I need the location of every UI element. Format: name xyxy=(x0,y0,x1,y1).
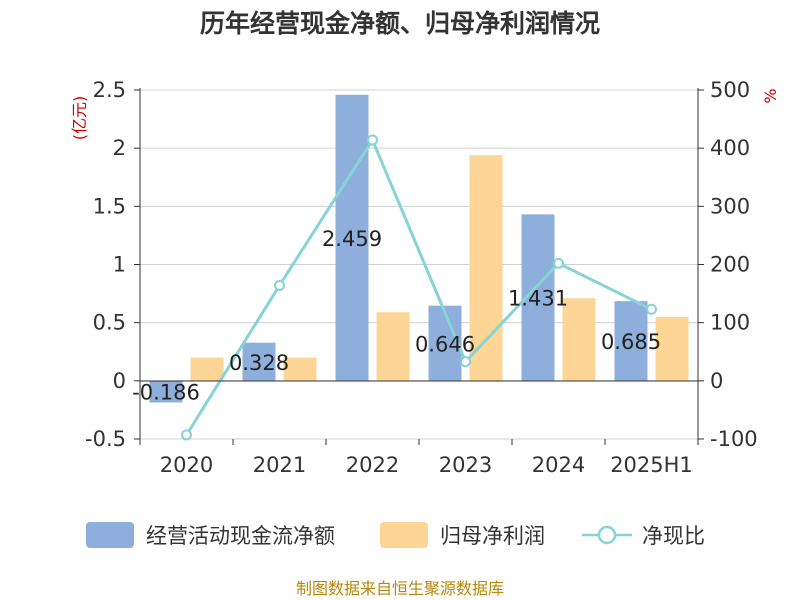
data-label-cashflow: 1.431 xyxy=(508,287,568,311)
left-axis-ticks: 2.5 2 1.5 1 0.5 0 -0.5 xyxy=(85,78,140,451)
x-tick-label: 2025H1 xyxy=(610,453,693,477)
right-tick-label: 500 xyxy=(710,78,750,102)
data-label-cashflow: 2.459 xyxy=(322,227,382,251)
right-tick-label: -100 xyxy=(710,427,758,451)
x-tick-label: 2021 xyxy=(253,453,306,477)
x-axis-ticks: 2020 2021 2022 2023 2024 2025H1 xyxy=(139,439,699,477)
ratio-line xyxy=(185,136,653,436)
legend-marker-ratio xyxy=(597,525,617,545)
data-source-note: 制图数据来自恒生聚源数据库 xyxy=(296,579,504,598)
data-label-cashflow: 0.328 xyxy=(229,351,289,375)
bar-netprofit xyxy=(562,298,596,381)
right-axis-ticks: 500 400 300 200 100 0 -100 xyxy=(698,78,758,451)
ratio-point xyxy=(367,134,378,146)
right-tick-label: 400 xyxy=(710,136,750,160)
legend-label-cashflow: 经营活动现金流净额 xyxy=(146,524,335,548)
left-tick-label: 0 xyxy=(113,369,126,393)
left-tick-label: -0.5 xyxy=(85,427,126,451)
bar-series xyxy=(149,94,689,403)
bar-netprofit xyxy=(469,155,503,381)
right-tick-label: 0 xyxy=(710,369,723,393)
right-tick-label: 300 xyxy=(710,194,750,218)
x-tick-label: 2022 xyxy=(346,453,399,477)
legend-item-netprofit[interactable]: 归母净利润 xyxy=(380,522,545,548)
legend-item-ratio[interactable]: 净现比 xyxy=(582,524,705,548)
bar-cashflow xyxy=(242,342,276,381)
ratio-point xyxy=(646,303,657,315)
data-label-cashflow: 0.685 xyxy=(601,330,661,354)
left-tick-label: 2.5 xyxy=(93,78,126,102)
legend-swatch-cashflow xyxy=(86,522,134,548)
left-axis-unit: (亿元) xyxy=(70,96,89,141)
bar-cashflow xyxy=(149,380,183,403)
legend: 经营活动现金流净额 归母净利润 净现比 xyxy=(86,522,705,548)
data-label-cashflow: 0.646 xyxy=(415,332,475,356)
legend-label-ratio: 净现比 xyxy=(642,524,705,548)
bar-cashflow xyxy=(335,94,369,381)
bar-netprofit xyxy=(376,312,410,381)
grid-lines xyxy=(140,89,698,440)
right-tick-label: 200 xyxy=(710,253,750,277)
left-tick-label: 0.5 xyxy=(93,311,126,335)
legend-label-netprofit: 归母净利润 xyxy=(440,524,545,548)
left-tick-label: 1 xyxy=(113,253,126,277)
legend-swatch-netprofit xyxy=(380,522,428,548)
ratio-point xyxy=(460,356,471,368)
ratio-point xyxy=(181,429,192,441)
ratio-point xyxy=(274,279,285,291)
x-tick-label: 2023 xyxy=(439,453,492,477)
x-tick-label: 2020 xyxy=(160,453,213,477)
legend-item-cashflow[interactable]: 经营活动现金流净额 xyxy=(86,522,335,548)
bar-netprofit xyxy=(655,316,689,381)
ratio-point xyxy=(553,257,564,269)
bar-cashflow xyxy=(428,305,462,381)
data-label-cashflow: -0.186 xyxy=(132,381,200,405)
left-tick-label: 1.5 xyxy=(93,194,126,218)
right-axis-unit: % xyxy=(761,88,780,103)
left-tick-label: 2 xyxy=(113,136,126,160)
x-tick-label: 2024 xyxy=(532,453,585,477)
ratio-line-series xyxy=(181,134,657,441)
bar-netprofit xyxy=(283,357,317,381)
chart-title: 历年经营现金净额、归母净利润情况 xyxy=(200,9,600,38)
bar-cashflow xyxy=(614,301,648,381)
bar-netprofit xyxy=(190,357,224,381)
data-labels: -0.186 0.328 2.459 0.646 1.431 0.685 xyxy=(132,227,661,405)
right-tick-label: 100 xyxy=(710,311,750,335)
